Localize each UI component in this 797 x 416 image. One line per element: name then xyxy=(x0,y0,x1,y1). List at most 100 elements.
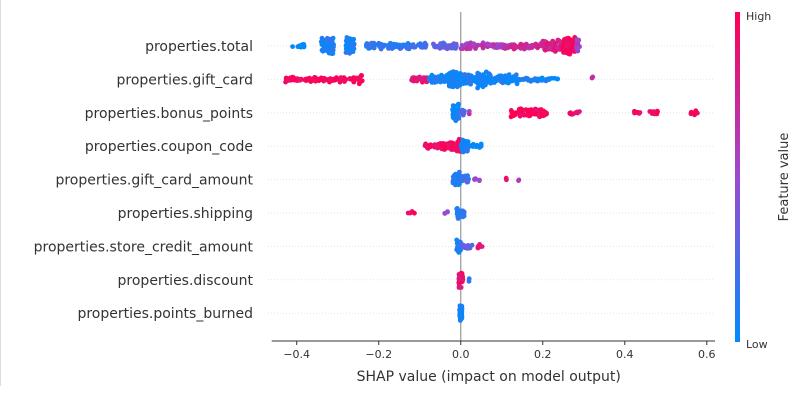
shap-point xyxy=(514,81,520,87)
shap-point xyxy=(479,244,485,250)
shap-point xyxy=(440,42,445,48)
shap-point xyxy=(369,42,374,47)
shap-point xyxy=(460,208,466,214)
shap-point xyxy=(371,45,377,51)
feature-label: properties.discount xyxy=(118,273,254,289)
shap-point xyxy=(326,43,332,49)
feature-row-points xyxy=(457,303,465,323)
shap-point xyxy=(432,44,437,50)
feature-labels: properties.total properties.gift_cardprop… xyxy=(34,39,254,322)
feature-row-points xyxy=(450,169,522,188)
shap-point xyxy=(457,315,463,321)
shap-point xyxy=(301,42,307,47)
shap-point xyxy=(461,111,466,117)
shap-point xyxy=(319,35,325,41)
shap-point xyxy=(470,143,476,149)
shap-point xyxy=(316,78,322,84)
shap-point xyxy=(435,145,440,151)
shap-point xyxy=(448,78,454,84)
shap-point xyxy=(637,110,643,115)
feature-row-points xyxy=(290,35,582,57)
feature-label: properties.gift_card xyxy=(116,72,253,88)
shap-point xyxy=(486,71,492,77)
shap-point xyxy=(450,180,456,186)
shap-point xyxy=(328,49,334,55)
feature-row-points xyxy=(454,237,485,255)
shap-point xyxy=(448,82,454,88)
shap-point xyxy=(311,78,317,83)
shap-point xyxy=(285,78,291,83)
shap-point xyxy=(344,44,349,49)
shap-point xyxy=(364,42,369,47)
shap-point xyxy=(478,141,484,147)
shap-point xyxy=(356,77,362,83)
shap-point xyxy=(503,79,509,85)
feature-label: properties.shipping xyxy=(118,206,253,222)
shap-point xyxy=(466,276,472,282)
shap-point xyxy=(487,78,493,83)
shap-point xyxy=(303,78,309,83)
shap-point xyxy=(458,81,464,86)
shap-point xyxy=(509,109,515,114)
shap-point xyxy=(574,109,580,115)
shap-point xyxy=(532,111,538,117)
x-axis-ticks: −0.4 −0.2 0.0 0.2 0.4 0.6 xyxy=(283,341,716,361)
colorbar-high-label: High xyxy=(746,10,771,23)
shap-point xyxy=(307,75,312,81)
shap-points xyxy=(283,35,700,323)
shap-point xyxy=(589,75,595,81)
shap-point xyxy=(516,178,521,184)
shap-point xyxy=(497,77,502,82)
shap-point xyxy=(574,41,580,47)
row-gridlines xyxy=(268,45,715,314)
shap-point xyxy=(298,77,304,83)
shap-point xyxy=(430,78,436,84)
shap-point xyxy=(507,78,513,84)
shap-point xyxy=(466,111,472,117)
shap-point xyxy=(422,143,428,149)
x-tick-label: −0.2 xyxy=(365,348,392,361)
shap-point xyxy=(462,72,468,77)
feature-row-points xyxy=(450,101,700,124)
shap-point xyxy=(518,41,524,47)
shap-point xyxy=(530,77,535,83)
shap-point xyxy=(512,44,518,50)
shap-point xyxy=(451,45,457,51)
shap-point xyxy=(476,77,481,83)
shap-point xyxy=(457,272,462,278)
shap-point xyxy=(320,77,325,83)
shap-point xyxy=(347,50,353,56)
shap-point xyxy=(415,42,421,48)
feature-label: properties.points_burned xyxy=(77,306,253,322)
shap-point xyxy=(566,40,572,45)
shap-point xyxy=(465,173,470,179)
shap-point xyxy=(469,242,475,248)
shap-point xyxy=(467,78,473,84)
colorbar-title: Feature value xyxy=(777,133,792,222)
shap-point xyxy=(632,110,637,116)
shap-point xyxy=(538,108,544,114)
shap-point xyxy=(539,75,545,81)
shap-point xyxy=(540,43,546,49)
shap-point xyxy=(493,78,498,84)
feature-row-points xyxy=(456,270,472,290)
shap-point xyxy=(464,244,470,250)
feature-row-points xyxy=(422,136,484,155)
x-tick-label: 0.6 xyxy=(698,348,716,361)
shap-point xyxy=(477,177,482,183)
shap-point xyxy=(349,77,354,82)
shap-point xyxy=(458,74,464,80)
shap-point xyxy=(475,244,481,249)
shap-point xyxy=(503,75,509,81)
shap-point xyxy=(575,46,580,51)
shap-point xyxy=(526,107,532,113)
shap-point xyxy=(555,37,561,43)
shap-point xyxy=(482,74,488,80)
shap-point xyxy=(486,42,492,48)
shap-point xyxy=(380,43,386,48)
shap-point xyxy=(522,43,528,49)
shap-point xyxy=(445,209,450,215)
shap-point xyxy=(451,70,456,75)
shap-point xyxy=(454,173,460,179)
shap-point xyxy=(437,77,443,83)
